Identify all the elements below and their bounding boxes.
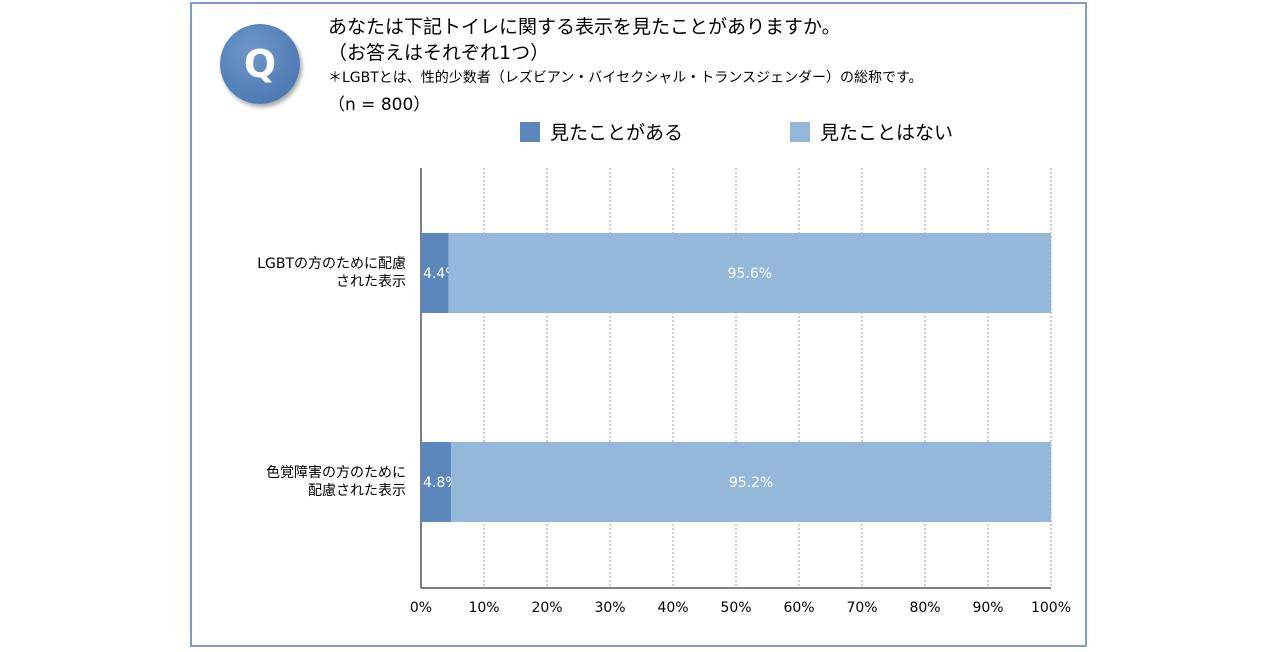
category-label-color-blind-line2: 配慮された表示 (308, 483, 406, 499)
question-badge: Q (220, 24, 300, 104)
x-tick-label: 90% (972, 600, 1003, 616)
x-tick-label: 10% (468, 600, 499, 616)
legend-label-not-seen: 見たことはない (820, 122, 954, 144)
bar-seen (421, 233, 449, 313)
data-label: 95.2% (729, 475, 773, 491)
bar-not-seen (451, 442, 1051, 522)
x-tick-label: 50% (720, 600, 751, 616)
category-label-lgbt-line2: された表示 (336, 274, 406, 290)
category-label-color-blind: 色覚障害の方のために 配慮された表示 (266, 464, 406, 500)
sample-size: （n = 800） (328, 95, 431, 115)
legend-item-not-seen: 見たことはない (790, 118, 953, 145)
data-label: 4.8% (423, 475, 459, 491)
x-tick-label: 40% (657, 600, 688, 616)
category-label-color-blind-line1: 色覚障害の方のために (266, 465, 406, 481)
legend-swatch-seen (520, 121, 540, 142)
bar-seen (421, 442, 452, 522)
legend-swatch-not-seen (790, 121, 810, 142)
x-tick-label: 30% (594, 600, 625, 616)
x-tick-label: 100% (1031, 600, 1071, 616)
category-label-lgbt: LGBTの方のために配慮 された表示 (257, 255, 406, 291)
question-instruction: （お答えはそれぞれ1つ） (328, 42, 550, 64)
legend-item-seen: 見たことがある (520, 118, 683, 145)
x-tick-label: 0% (410, 600, 432, 616)
bar-not-seen (448, 233, 1052, 313)
question-text: あなたは下記トイレに関する表示を見たことがありますか。 (328, 16, 841, 38)
chart-frame (190, 2, 1087, 647)
x-tick-label: 60% (783, 600, 814, 616)
data-label: 95.6% (728, 266, 772, 282)
category-label-lgbt-line1: LGBTの方のために配慮 (257, 256, 406, 272)
x-tick-label: 20% (531, 600, 562, 616)
question-note: ＊LGBTとは、性的少数者（レズビアン・バイセクシャル・トランスジェンダー）の総… (328, 70, 923, 86)
legend-label-seen: 見たことがある (550, 122, 684, 144)
x-tick-label: 80% (909, 600, 940, 616)
x-tick-label: 70% (846, 600, 877, 616)
